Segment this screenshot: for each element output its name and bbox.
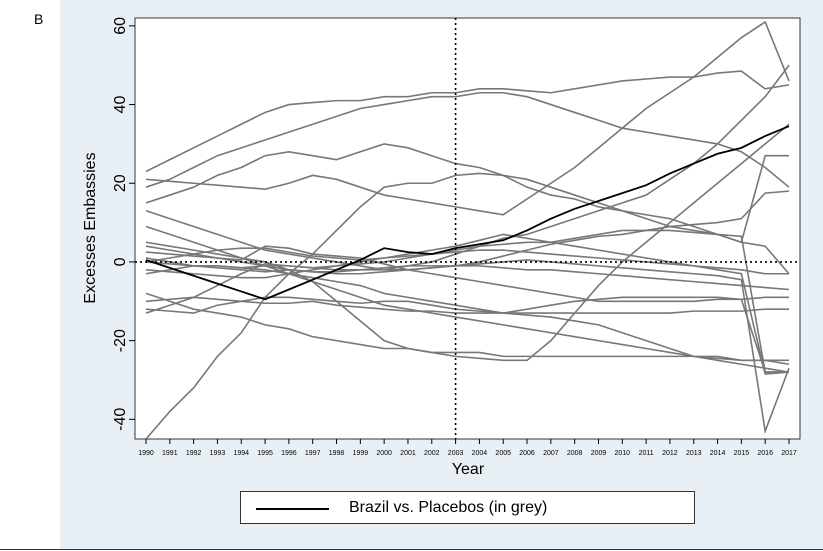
panel-label: B <box>34 11 44 27</box>
x-tick-label: 2015 <box>734 450 750 457</box>
lines-layer <box>145 20 790 440</box>
x-tick-label: 2013 <box>686 450 702 457</box>
x-tick-label: 1999 <box>353 450 369 457</box>
axes: -40 -20 0 20 40 60 1990 1991 1992 1993 1994 1995 199… <box>112 17 797 457</box>
y-tick-label: -40 <box>112 408 129 431</box>
x-tick-label: 2006 <box>519 450 535 457</box>
x-tick-label: 1995 <box>257 450 273 457</box>
x-tick-label: 1991 <box>162 450 178 457</box>
x-tick-label: 2001 <box>400 450 416 457</box>
x-tick-label: 2014 <box>710 450 726 457</box>
brazil-series-line <box>145 125 790 301</box>
x-tick-label: 2010 <box>615 450 631 457</box>
y-axis-title: Excesses Embassies <box>82 152 99 303</box>
y-tick-label: 0 <box>112 257 129 266</box>
x-tick-label: 2012 <box>662 450 678 457</box>
x-tick-label: 2009 <box>591 450 607 457</box>
x-tick-label: 1993 <box>210 450 226 457</box>
placebo-series-line <box>145 257 790 291</box>
x-tick-label: 2002 <box>424 450 440 457</box>
placebo-series-line <box>145 296 789 373</box>
placebo-series-line <box>145 245 790 435</box>
placebo-series-line <box>145 296 789 314</box>
x-tick-label: 2017 <box>781 450 797 457</box>
x-tick-label: 2000 <box>376 450 392 457</box>
legend: Brazil vs. Placebos (in grey) <box>240 491 695 524</box>
x-tick-label: 2007 <box>543 450 559 457</box>
x-tick-label: 1998 <box>329 450 345 457</box>
x-tick-label: 1994 <box>233 450 249 457</box>
placebo-series-line <box>145 172 790 440</box>
x-tick-label: 2011 <box>639 450 654 457</box>
y-tick-label: 40 <box>112 96 129 114</box>
placebo-series-line <box>145 225 790 366</box>
plot-area <box>134 17 801 440</box>
x-tick-label: 1990 <box>138 450 154 457</box>
placebo-series-line <box>145 70 790 173</box>
y-tick-label: -20 <box>112 329 129 352</box>
placebo-series-line <box>145 143 789 244</box>
x-tick-label: 2003 <box>448 450 464 457</box>
x-tick-label: 2005 <box>495 450 511 457</box>
placebo-series-line <box>145 123 790 362</box>
legend-line-swatch <box>256 508 329 510</box>
x-tick-label: 1996 <box>281 450 297 457</box>
placebo-series-line <box>145 233 790 375</box>
placebo-series-line <box>145 245 789 303</box>
x-axis-title: Year <box>452 461 485 478</box>
placebo-series-line <box>145 265 790 373</box>
placebo-series-line <box>145 91 790 188</box>
reference-lines <box>135 18 800 439</box>
placebo-series-line <box>145 292 789 362</box>
placebo-series-line <box>145 64 790 271</box>
placebo-series-line <box>145 20 790 216</box>
placebo-series-line <box>145 190 790 271</box>
bottom-rule <box>0 549 823 550</box>
legend-label: Brazil vs. Placebos (in grey) <box>349 499 548 516</box>
x-tick-label: 1992 <box>186 450 202 457</box>
y-tick-label: 20 <box>112 174 129 192</box>
y-tick-label: 60 <box>112 17 129 35</box>
x-tick-label: 2008 <box>567 450 583 457</box>
x-tick-label: 1997 <box>305 450 321 457</box>
x-tick-label: 2016 <box>757 450 773 457</box>
placebo-series-line <box>145 249 789 279</box>
x-tick-label: 2004 <box>472 450 488 457</box>
